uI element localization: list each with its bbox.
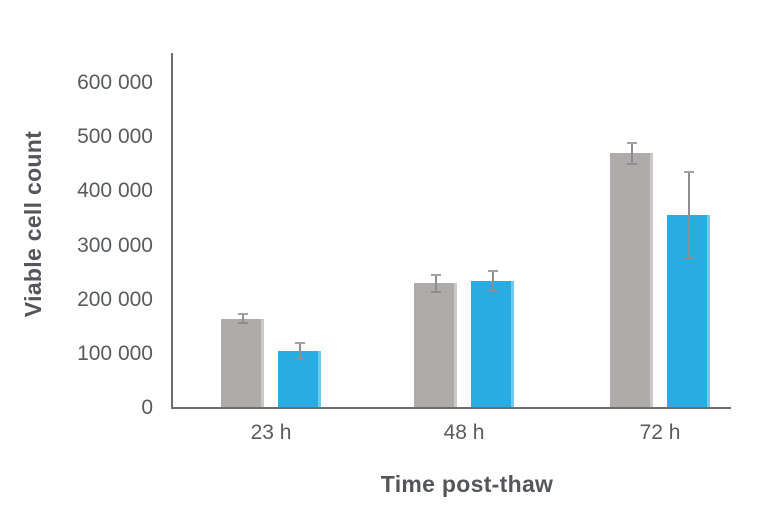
bar-gray-23h — [221, 318, 264, 408]
y-axis-title: Viable cell count — [20, 130, 46, 318]
error-bar-cap-bottom — [487, 289, 498, 292]
error-bar-line — [298, 342, 301, 360]
error-bar-cap-top — [430, 273, 441, 276]
error-bar-cap-top — [294, 342, 305, 345]
error-bar-gray-72h — [626, 142, 637, 165]
x-axis-line — [171, 407, 731, 409]
y-tick-label: 500 000 — [77, 125, 153, 149]
error-bar-line — [241, 313, 244, 325]
error-bar-line — [687, 170, 690, 259]
error-bar-cap-bottom — [626, 162, 637, 165]
error-bar-cap-bottom — [683, 256, 694, 259]
error-bar-cap-top — [487, 269, 498, 272]
error-bar-gray-48h — [430, 273, 441, 294]
error-bar-cap-bottom — [294, 357, 305, 360]
error-bar-blue-23h — [294, 342, 305, 360]
x-tick-label: 72 h — [639, 421, 681, 444]
error-bar-cap-bottom — [430, 291, 441, 294]
y-tick-label: 0 — [141, 396, 153, 419]
error-bar-blue-48h — [487, 269, 498, 292]
error-bar-line — [630, 142, 633, 165]
error-bar-cap-top — [626, 142, 637, 145]
y-tick-label: 300 000 — [77, 233, 153, 257]
error-bar-gray-23h — [237, 313, 248, 325]
error-bar-cap-top — [237, 313, 248, 316]
bar-blue-23h — [278, 351, 321, 408]
x-axis-title: Time post-thaw — [380, 471, 554, 497]
x-tick-label: 23 h — [250, 421, 292, 444]
bar-gray-48h — [414, 283, 457, 408]
y-axis-line — [171, 53, 173, 409]
bar-blue-48h — [471, 280, 514, 408]
error-bar-blue-72h — [683, 170, 694, 259]
x-tick-label: 48 h — [443, 421, 485, 444]
error-bar-cap-bottom — [237, 322, 248, 325]
y-tick-label: 400 000 — [77, 179, 153, 203]
y-tick-label: 100 000 — [77, 341, 153, 365]
bar-gray-72h — [610, 153, 653, 408]
y-tick-label: 200 000 — [77, 287, 153, 311]
error-bar-cap-top — [683, 170, 694, 173]
error-bar-line — [491, 269, 494, 292]
y-tick-label: 600 000 — [77, 71, 153, 94]
error-bar-line — [434, 273, 437, 294]
